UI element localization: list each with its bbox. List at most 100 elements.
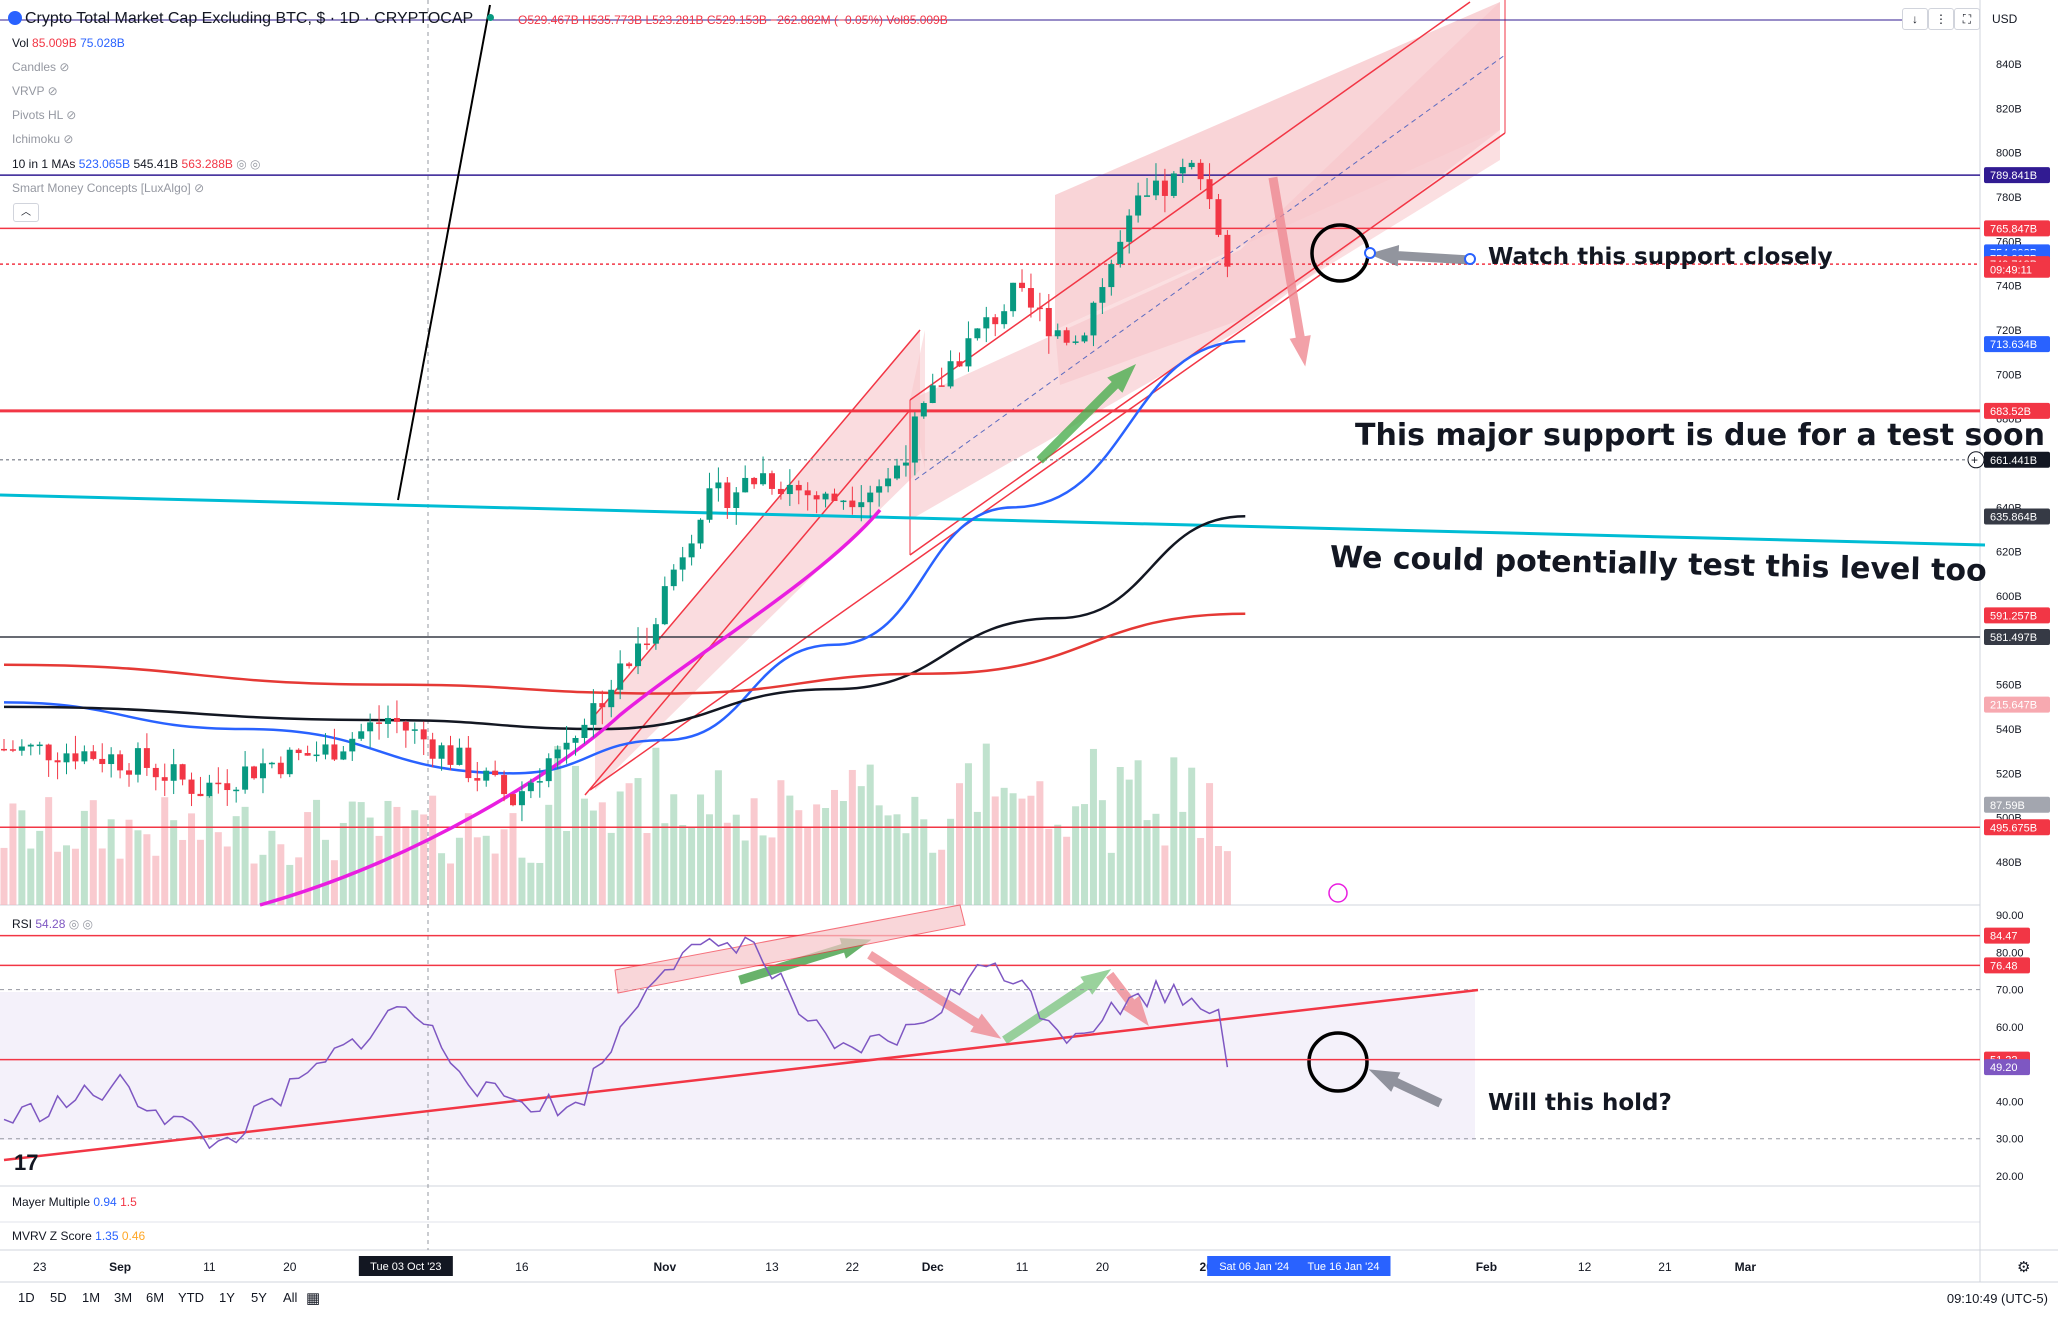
candle-body[interactable] [1019,282,1026,289]
candle-body[interactable] [1045,307,1052,337]
candle-body[interactable] [45,744,52,761]
candle-body[interactable] [1036,307,1043,310]
fullscreen-icon[interactable]: ⛶ [1954,8,1980,30]
candle-body[interactable] [1117,241,1124,265]
candle-body[interactable] [635,643,642,667]
eye-hidden-icon[interactable]: ⊘ [63,132,74,146]
candle-body[interactable] [706,488,713,520]
candle-body[interactable] [1126,215,1133,242]
black-trendline[interactable] [397,4,491,501]
moving-average-line[interactable] [3,612,1246,695]
candle-body[interactable] [501,775,508,795]
candle-body[interactable] [652,624,659,644]
candle-body[interactable] [733,492,740,509]
candle-body[interactable] [277,762,284,775]
candle-body[interactable] [885,478,892,487]
candle-body[interactable] [376,722,383,724]
candle-body[interactable] [581,724,588,738]
legend-vrvp[interactable]: VRVP ⊘ [12,84,58,98]
candle-body[interactable] [670,569,677,587]
candle-body[interactable] [295,749,302,754]
candle-body[interactable] [1010,282,1017,312]
candle-body[interactable] [1,748,7,751]
settings-icon[interactable]: ⋮ [1928,8,1954,30]
candle-body[interactable] [134,748,141,775]
add-level-icon[interactable] [1967,451,1985,469]
candle-body[interactable] [420,729,427,740]
candle-body[interactable] [197,793,204,797]
candle-body[interactable] [117,754,124,771]
clock[interactable]: 09:10:49 (UTC-5) [1946,1291,2048,1306]
legend-candles[interactable]: Candles ⊘ [12,60,69,74]
moving-average-line[interactable] [3,339,1246,775]
candle-body[interactable] [724,482,731,509]
candle-body[interactable] [545,758,552,782]
candle-body[interactable] [402,721,409,731]
candle-body[interactable] [1179,167,1186,174]
candle-body[interactable] [697,519,704,544]
candle-body[interactable] [349,738,356,752]
candle-body[interactable] [1144,195,1151,197]
candle-body[interactable] [161,777,168,781]
eye-icon[interactable]: ◎ ◎ [236,157,261,171]
candle-body[interactable] [840,500,847,503]
candle-body[interactable] [411,729,418,731]
candle-body[interactable] [90,751,97,759]
candle-body[interactable] [233,789,240,792]
candle-body[interactable] [786,484,793,495]
eye-icon[interactable]: ◎ ◎ [68,917,94,931]
legend-pivots[interactable]: Pivots HL ⊘ [12,108,76,122]
candle-body[interactable] [304,753,311,756]
candle-body[interactable] [992,317,999,325]
candle-body[interactable] [1215,199,1222,235]
candle-body[interactable] [474,778,481,781]
legend-mas[interactable]: 10 in 1 MAs 523.065B 545.41B 563.288B ◎ … [12,157,261,171]
candle-body[interactable] [331,744,338,760]
candle-body[interactable] [572,737,579,743]
candle-body[interactable] [777,488,784,495]
candle-body[interactable] [822,493,829,500]
candle-body[interactable] [617,663,624,690]
candle-body[interactable] [965,338,972,367]
candle-body[interactable] [215,782,222,785]
candle-body[interactable] [1108,264,1115,288]
candle-body[interactable] [393,717,400,722]
candle-body[interactable] [858,502,865,508]
candle-body[interactable] [661,586,668,625]
candle-body[interactable] [9,749,16,751]
timeframe-button-3m[interactable]: 3M [114,1290,133,1305]
candle-body[interactable] [849,500,856,508]
eye-hidden-icon[interactable]: ⊘ [47,84,58,98]
candle-body[interactable] [286,749,293,775]
calendar-icon[interactable]: ▦ [306,1290,321,1307]
candle-body[interactable] [1188,162,1195,168]
candle-body[interactable] [608,689,615,708]
candle-body[interactable] [483,770,490,781]
candle-body[interactable] [63,753,70,763]
rsi-trendline[interactable] [3,988,1479,1162]
candle-body[interactable] [760,473,767,485]
candle-body[interactable] [188,779,195,794]
candle-body[interactable] [804,490,811,496]
currency-label[interactable]: USD [1992,12,2018,26]
moving-average-line[interactable] [3,514,1246,731]
candle-body[interactable] [242,766,249,790]
candle-body[interactable] [81,751,88,762]
candle-body[interactable] [867,492,874,503]
candle-body[interactable] [1072,341,1079,343]
candle-body[interactable] [322,744,329,755]
candle-body[interactable] [170,764,177,781]
legend-mayer[interactable]: Mayer Multiple 0.94 1.5 [12,1195,137,1209]
candle-body[interactable] [1161,180,1168,196]
candle-body[interactable] [206,782,213,797]
candle-body[interactable] [876,486,883,493]
candle-body[interactable] [456,747,463,765]
candle-body[interactable] [152,767,159,778]
candle-body[interactable] [367,722,374,732]
candle-body[interactable] [920,403,927,417]
candle-body[interactable] [768,473,775,489]
legend-ichimoku[interactable]: Ichimoku ⊘ [12,132,73,146]
timeframe-button-5d[interactable]: 5D [50,1290,67,1305]
timeframe-button-1y[interactable]: 1Y [219,1290,235,1305]
candle-body[interactable] [527,782,534,792]
